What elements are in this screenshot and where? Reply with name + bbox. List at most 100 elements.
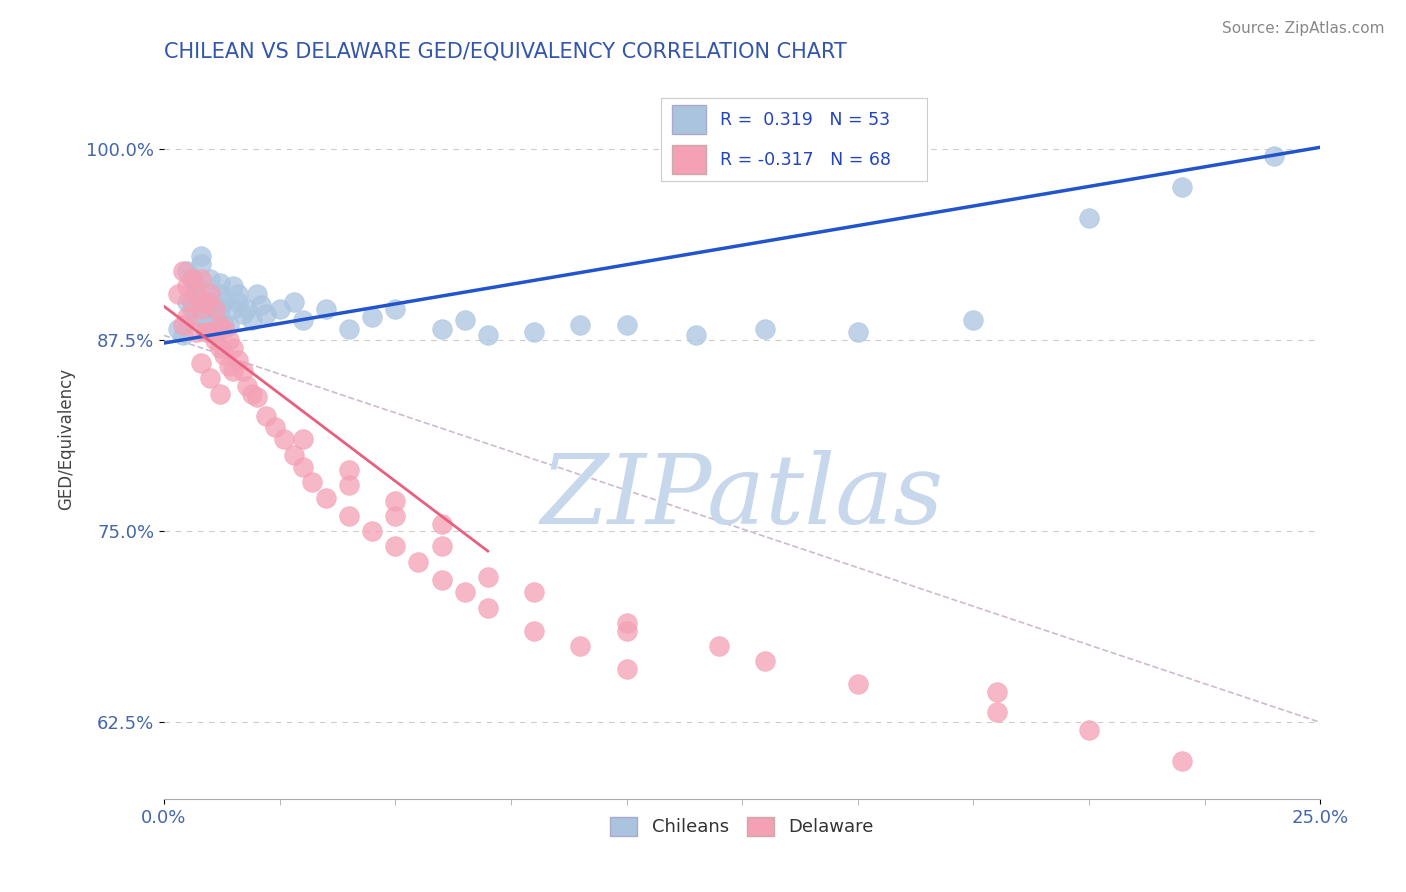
Point xyxy=(273,433,295,447)
Point xyxy=(245,390,267,404)
Point xyxy=(986,685,1008,699)
Point xyxy=(291,313,314,327)
Legend: Chileans, Delaware: Chileans, Delaware xyxy=(603,810,882,844)
Point xyxy=(430,516,453,531)
Point xyxy=(430,540,453,554)
Point xyxy=(384,540,406,554)
Point xyxy=(361,310,384,324)
Point xyxy=(180,272,202,286)
Point xyxy=(208,386,231,401)
Point xyxy=(172,264,194,278)
Point xyxy=(616,318,638,332)
Point xyxy=(204,333,226,347)
Point xyxy=(208,318,231,332)
Point xyxy=(222,279,245,293)
Point xyxy=(1170,180,1192,194)
Point xyxy=(616,662,638,676)
Point xyxy=(477,328,499,343)
Point xyxy=(167,287,190,301)
Point xyxy=(200,326,222,340)
Point xyxy=(240,313,263,327)
Point xyxy=(194,326,217,340)
Point xyxy=(846,677,869,691)
Point xyxy=(226,352,249,367)
Text: CHILEAN VS DELAWARE GED/EQUIVALENCY CORRELATION CHART: CHILEAN VS DELAWARE GED/EQUIVALENCY CORR… xyxy=(165,42,846,62)
Point xyxy=(218,333,240,347)
Point xyxy=(186,326,208,340)
Point xyxy=(212,322,235,336)
Point xyxy=(846,326,869,340)
Point xyxy=(212,294,235,309)
Point xyxy=(569,639,592,653)
Point xyxy=(232,307,254,321)
Point xyxy=(194,302,217,317)
Point xyxy=(204,302,226,317)
Point xyxy=(176,310,198,324)
Point xyxy=(384,302,406,317)
Point xyxy=(477,570,499,584)
Point xyxy=(283,294,305,309)
Point xyxy=(208,341,231,355)
Point xyxy=(523,326,546,340)
Point xyxy=(190,356,212,370)
Point xyxy=(269,302,291,317)
Text: ZIPatlas: ZIPatlas xyxy=(540,450,943,544)
Point xyxy=(301,475,323,490)
Point xyxy=(254,409,277,424)
Text: Source: ZipAtlas.com: Source: ZipAtlas.com xyxy=(1222,21,1385,37)
Point xyxy=(430,573,453,587)
Point xyxy=(226,287,249,301)
Point xyxy=(754,322,776,336)
Point xyxy=(204,326,226,340)
Point xyxy=(176,294,198,309)
Point xyxy=(190,272,212,286)
Point xyxy=(172,328,194,343)
Point xyxy=(986,705,1008,719)
Point xyxy=(180,272,202,286)
Point xyxy=(212,318,235,332)
Point xyxy=(337,322,360,336)
Point xyxy=(186,287,208,301)
Point xyxy=(208,302,231,317)
Point xyxy=(283,448,305,462)
Point xyxy=(707,639,730,653)
Point xyxy=(337,478,360,492)
Point xyxy=(523,585,546,599)
Point xyxy=(172,318,194,332)
Point xyxy=(200,287,222,301)
Point xyxy=(453,313,475,327)
Point xyxy=(208,277,231,291)
Point xyxy=(384,493,406,508)
Point xyxy=(616,624,638,638)
Point xyxy=(291,433,314,447)
Point xyxy=(337,508,360,523)
Point xyxy=(337,463,360,477)
Point xyxy=(453,585,475,599)
Point xyxy=(176,279,198,293)
Point xyxy=(264,420,287,434)
Point xyxy=(254,307,277,321)
Point xyxy=(236,379,259,393)
Point xyxy=(408,555,430,569)
Point xyxy=(361,524,384,538)
Point xyxy=(186,310,208,324)
Point xyxy=(226,294,249,309)
Point xyxy=(430,322,453,336)
Point xyxy=(194,294,217,309)
Point xyxy=(232,363,254,377)
Point xyxy=(315,302,337,317)
Point xyxy=(218,318,240,332)
Point xyxy=(250,298,273,312)
Point xyxy=(186,279,208,293)
Point xyxy=(200,294,222,309)
Point xyxy=(190,256,212,270)
Point xyxy=(616,615,638,630)
Point xyxy=(176,264,198,278)
Point xyxy=(685,328,707,343)
Point xyxy=(245,287,267,301)
Point xyxy=(194,318,217,332)
Point xyxy=(222,302,245,317)
Point xyxy=(167,322,190,336)
Point xyxy=(200,272,222,286)
Point xyxy=(962,313,984,327)
